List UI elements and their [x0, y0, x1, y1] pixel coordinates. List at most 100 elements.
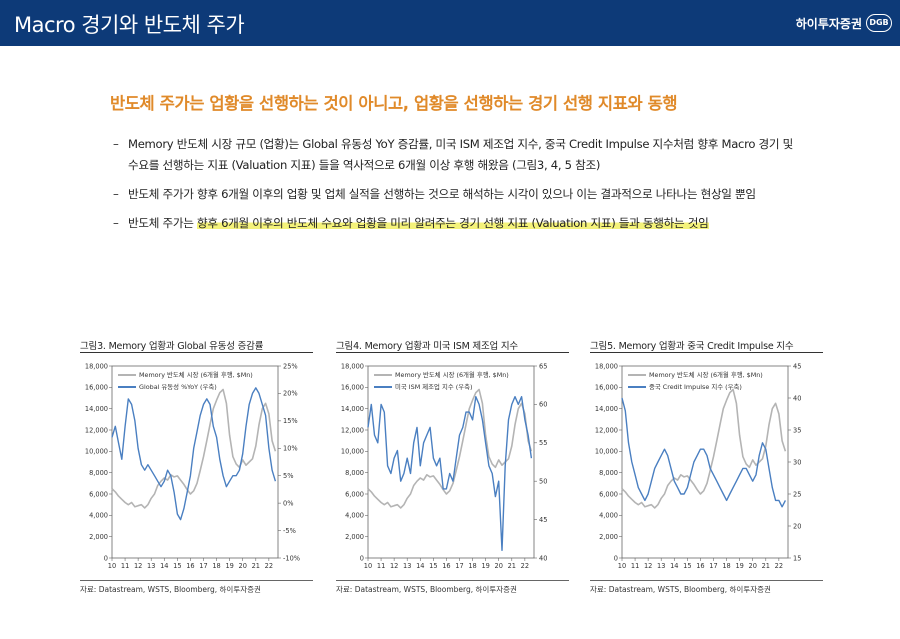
legend-label: Memory 반도체 시장 (6개월 후행, $Mn)	[139, 370, 253, 379]
y-tick-label: 12,000	[595, 426, 618, 434]
figure-source: 자료: Datastream, WSTS, Bloomberg, 하이투자증권	[590, 585, 771, 594]
y-tick-label: 16,000	[595, 384, 618, 392]
series-line	[111, 387, 277, 521]
y-tick-label: 0	[614, 554, 618, 562]
figure-title: 그림3. Memory 업황과 Global 유동성 증감률	[80, 341, 264, 352]
headline: 반도체 주가는 업황을 선행하는 것이 아니고, 업황을 선행하는 경기 선행 …	[110, 94, 678, 113]
x-tick-label: 14	[670, 562, 678, 570]
bullet-list: Memory 반도체 시장 규모 (업황)는 Global 유동성 YoY 증감…	[113, 134, 793, 242]
y2-tick-label: -10%	[283, 554, 300, 562]
dgb-logo-icon: DGB	[866, 14, 892, 32]
y2-tick-label: 45	[539, 516, 547, 524]
y2-tick-label: 35	[793, 426, 801, 434]
x-tick-label: 12	[390, 562, 398, 570]
series-line	[111, 388, 277, 509]
y2-tick-label: 40	[793, 394, 801, 402]
y2-tick-label: 45	[793, 362, 801, 370]
series-line	[367, 388, 533, 509]
y2-tick-label: 20	[793, 522, 801, 530]
y-tick-label: 10,000	[341, 448, 364, 456]
legend-label: 중국 Credit Impulse 지수 (우축)	[649, 382, 742, 391]
y2-tick-label: 50	[539, 478, 547, 486]
y-tick-label: 8,000	[599, 469, 618, 477]
x-tick-label: 15	[429, 562, 437, 570]
figure-source: 자료: Datastream, WSTS, Bloomberg, 하이투자증권	[80, 585, 261, 594]
divider	[336, 352, 569, 353]
x-tick-label: 12	[134, 562, 142, 570]
x-tick-label: 19	[481, 562, 489, 570]
x-tick-label: 13	[147, 562, 155, 570]
x-tick-label: 10	[108, 562, 116, 570]
y2-tick-label: 55	[539, 439, 547, 447]
y-tick-label: 8,000	[89, 469, 108, 477]
y-tick-label: 18,000	[85, 362, 108, 370]
x-tick-label: 21	[508, 562, 516, 570]
y-tick-label: 12,000	[341, 426, 364, 434]
y-tick-label: 14,000	[595, 405, 618, 413]
x-tick-label: 19	[225, 562, 233, 570]
x-tick-label: 17	[455, 562, 463, 570]
y-tick-label: 2,000	[345, 533, 364, 541]
plot-frame	[367, 365, 535, 559]
y-tick-label: 18,000	[595, 362, 618, 370]
y-tick-label: 4,000	[599, 512, 618, 520]
x-tick-label: 20	[495, 562, 503, 570]
x-tick-label: 16	[442, 562, 450, 570]
y-tick-label: 10,000	[595, 448, 618, 456]
x-tick-label: 22	[265, 562, 273, 570]
figure-4: 그림4. Memory 업황과 미국 ISM 제조업 지수 0 2,000 4,00…	[336, 338, 571, 598]
legend-label: Memory 반도체 시장 (6개월 후행, $Mn)	[395, 370, 509, 379]
y-tick-label: 6,000	[345, 490, 364, 498]
legend-label: Memory 반도체 시장 (6개월 후행, $Mn)	[649, 370, 763, 379]
y-tick-label: 14,000	[341, 405, 364, 413]
y-tick-label: 18,000	[341, 362, 364, 370]
y2-tick-label: 25%	[283, 362, 298, 370]
brand-name: 하이투자증권	[795, 16, 862, 31]
x-tick-label: 20	[239, 562, 247, 570]
x-tick-label: 13	[403, 562, 411, 570]
x-tick-label: 17	[199, 562, 207, 570]
x-tick-label: 15	[173, 562, 181, 570]
y2-tick-label: 20%	[283, 390, 298, 398]
bullet-item: 반도체 주가는 향후 6개월 이후의 반도체 수요와 업황을 미리 알려주는 경…	[113, 213, 793, 234]
x-tick-label: 13	[657, 562, 665, 570]
y2-tick-label: 60	[539, 401, 547, 409]
bullet-item: 반도체 주가가 향후 6개월 이후의 업황 및 업체 실적을 선행하는 것으로 …	[113, 184, 793, 205]
x-tick-label: 10	[364, 562, 372, 570]
x-tick-label: 18	[722, 562, 730, 570]
y-tick-label: 0	[360, 554, 364, 562]
figure-source: 자료: Datastream, WSTS, Bloomberg, 하이투자증권	[336, 585, 517, 594]
x-tick-label: 12	[644, 562, 652, 570]
y-tick-label: 6,000	[599, 490, 618, 498]
y-tick-label: 16,000	[85, 384, 108, 392]
y-tick-label: 2,000	[599, 533, 618, 541]
chart: 0 2,000 4,000 6,000 8,000 10,000 12,000 14,000 1…	[595, 362, 801, 570]
divider	[336, 580, 569, 581]
x-tick-label: 11	[631, 562, 639, 570]
bullet-item: Memory 반도체 시장 규모 (업황)는 Global 유동성 YoY 증감…	[113, 134, 793, 176]
x-tick-label: 14	[416, 562, 424, 570]
x-tick-label: 22	[775, 562, 783, 570]
y2-tick-label: 0%	[283, 499, 293, 507]
highlighted-text: 향후 6개월 이후의 반도체 수요와 업황을 미리 알려주는 경기 선행 지표 …	[196, 216, 709, 230]
x-tick-label: 21	[252, 562, 260, 570]
y2-tick-label: 30	[793, 458, 801, 466]
chart: 0 2,000 4,000 6,000 8,000 10,000 12,000 14,000 1…	[341, 362, 547, 570]
plot-frame	[111, 365, 279, 559]
x-tick-label: 10	[618, 562, 626, 570]
y-tick-label: 6,000	[89, 490, 108, 498]
x-tick-label: 15	[683, 562, 691, 570]
figure-title: 그림5. Memory 업황과 중국 Credit Impulse 지수	[590, 341, 794, 352]
figure-title: 그림4. Memory 업황과 미국 ISM 제조업 지수	[336, 341, 518, 352]
x-tick-label: 16	[696, 562, 704, 570]
x-tick-label: 21	[762, 562, 770, 570]
y-tick-label: 4,000	[345, 512, 364, 520]
y2-tick-label: -5%	[283, 527, 296, 535]
page-title: Macro 경기와 반도체 주가	[14, 13, 245, 37]
x-tick-label: 20	[749, 562, 757, 570]
y-tick-label: 8,000	[345, 469, 364, 477]
series-line	[367, 396, 533, 552]
figure-3: 그림3. Memory 업황과 Global 유동성 증감률 0 2,000 4,0…	[80, 338, 315, 598]
x-tick-label: 18	[212, 562, 220, 570]
y-tick-label: 12,000	[85, 426, 108, 434]
